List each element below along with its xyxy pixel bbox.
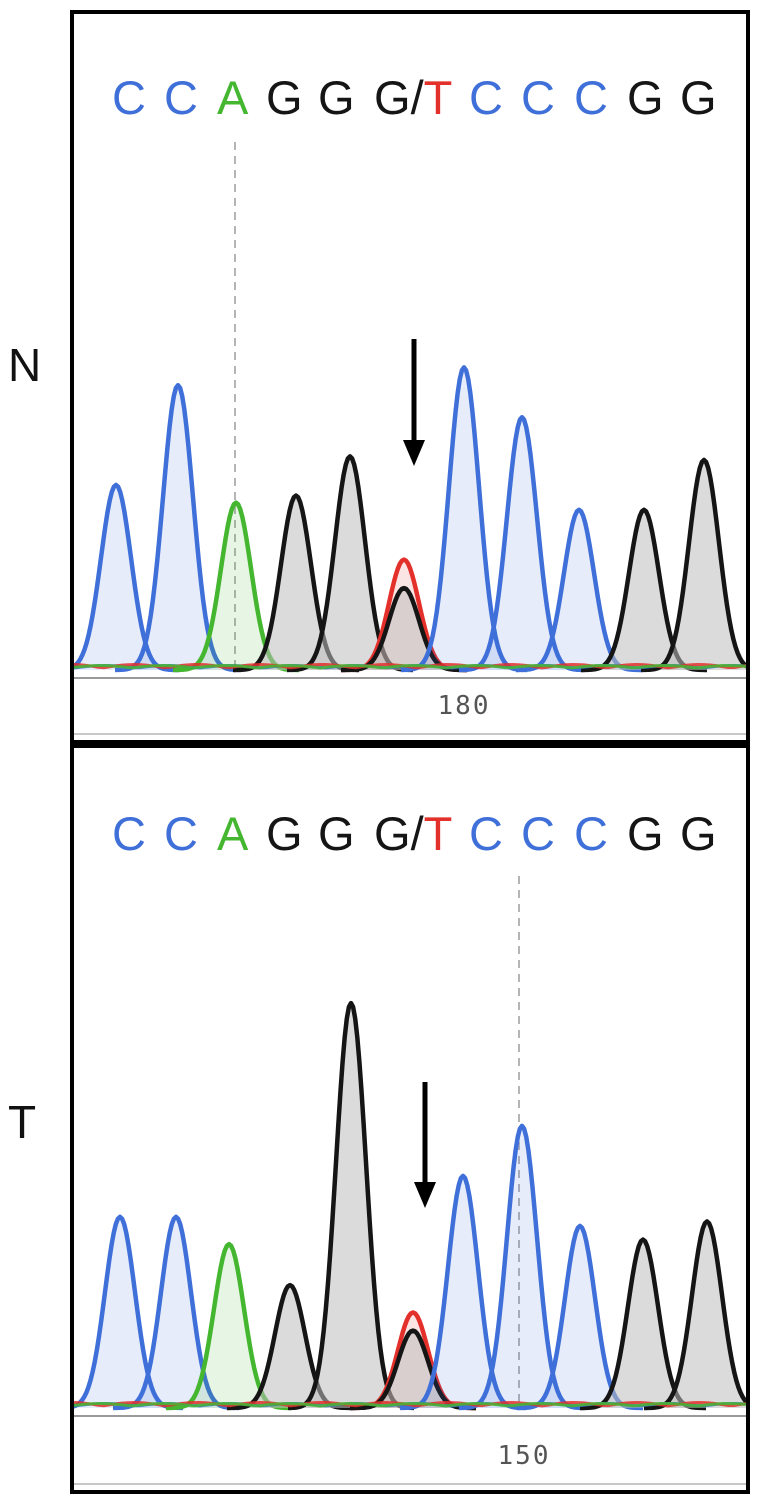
position-tick-label: 150 xyxy=(498,1441,551,1471)
sequence-base: C xyxy=(164,71,198,124)
peak-fill-C xyxy=(113,1216,239,1408)
peak-fill-G xyxy=(341,588,467,670)
peak-fill-G xyxy=(233,495,359,670)
peak-fill-A xyxy=(173,502,299,670)
arrow-head-icon xyxy=(403,440,425,466)
arrow-head-icon xyxy=(414,1182,436,1208)
sequence-base: C xyxy=(164,807,198,860)
chromatogram-panel-normal: C C A G G G/T C C C G G 180 xyxy=(70,10,750,744)
row-label-tumor: T xyxy=(8,1096,37,1148)
peak-fill-C xyxy=(517,1226,643,1408)
peak-fill-G xyxy=(644,1221,746,1408)
peak-fill-C xyxy=(74,484,179,670)
peak-fill-G xyxy=(641,460,746,670)
peak-fill-G xyxy=(350,1330,476,1408)
peak-fill-C xyxy=(459,1125,585,1408)
sequence-base: C xyxy=(574,807,608,860)
peak-fill-G xyxy=(581,509,707,670)
peak-fill-A xyxy=(166,1244,292,1408)
sequence-base: C xyxy=(469,71,503,124)
sequence-base: G xyxy=(627,807,664,860)
baseline-noise-A xyxy=(74,663,746,670)
peak-fill-C xyxy=(401,367,527,670)
sequence-base: C xyxy=(112,807,146,860)
sequence-base: C xyxy=(112,71,146,124)
peak-fill-C xyxy=(400,1175,526,1408)
peak-fill-G xyxy=(287,456,413,670)
row-label-normal: N xyxy=(8,339,42,391)
chromatogram-panel-tumor: C C A G G G/T C C C G G 150 xyxy=(70,744,750,1494)
peak-fill-C xyxy=(459,417,585,670)
sequence-base: C xyxy=(521,71,555,124)
sequence-base-ambiguous: G/T xyxy=(374,807,452,860)
position-tick-label: 180 xyxy=(438,691,491,721)
sequence-base: G xyxy=(266,71,303,124)
sequence-base: A xyxy=(217,807,249,860)
sequence-base: G xyxy=(627,71,664,124)
peak-fill-G xyxy=(288,1003,414,1408)
sequence-base: C xyxy=(469,807,503,860)
sequence-base: C xyxy=(574,71,608,124)
baseline-noise-A xyxy=(74,1401,746,1408)
sequence-base: G xyxy=(318,71,355,124)
peak-fill-C xyxy=(115,385,241,670)
peak-fill-G xyxy=(227,1285,353,1408)
sequence-base: G xyxy=(266,807,303,860)
peak-fill-G xyxy=(580,1239,706,1408)
sequence-base-ambiguous: G/T xyxy=(374,71,452,124)
sequence-base: A xyxy=(217,71,249,124)
peak-fill-C xyxy=(516,509,642,670)
peak-fill-C xyxy=(74,1216,183,1408)
sequence-base: G xyxy=(680,71,717,124)
sequence-base: G xyxy=(318,807,355,860)
sequence-base: C xyxy=(521,807,555,860)
sequence-base: G xyxy=(680,807,717,860)
